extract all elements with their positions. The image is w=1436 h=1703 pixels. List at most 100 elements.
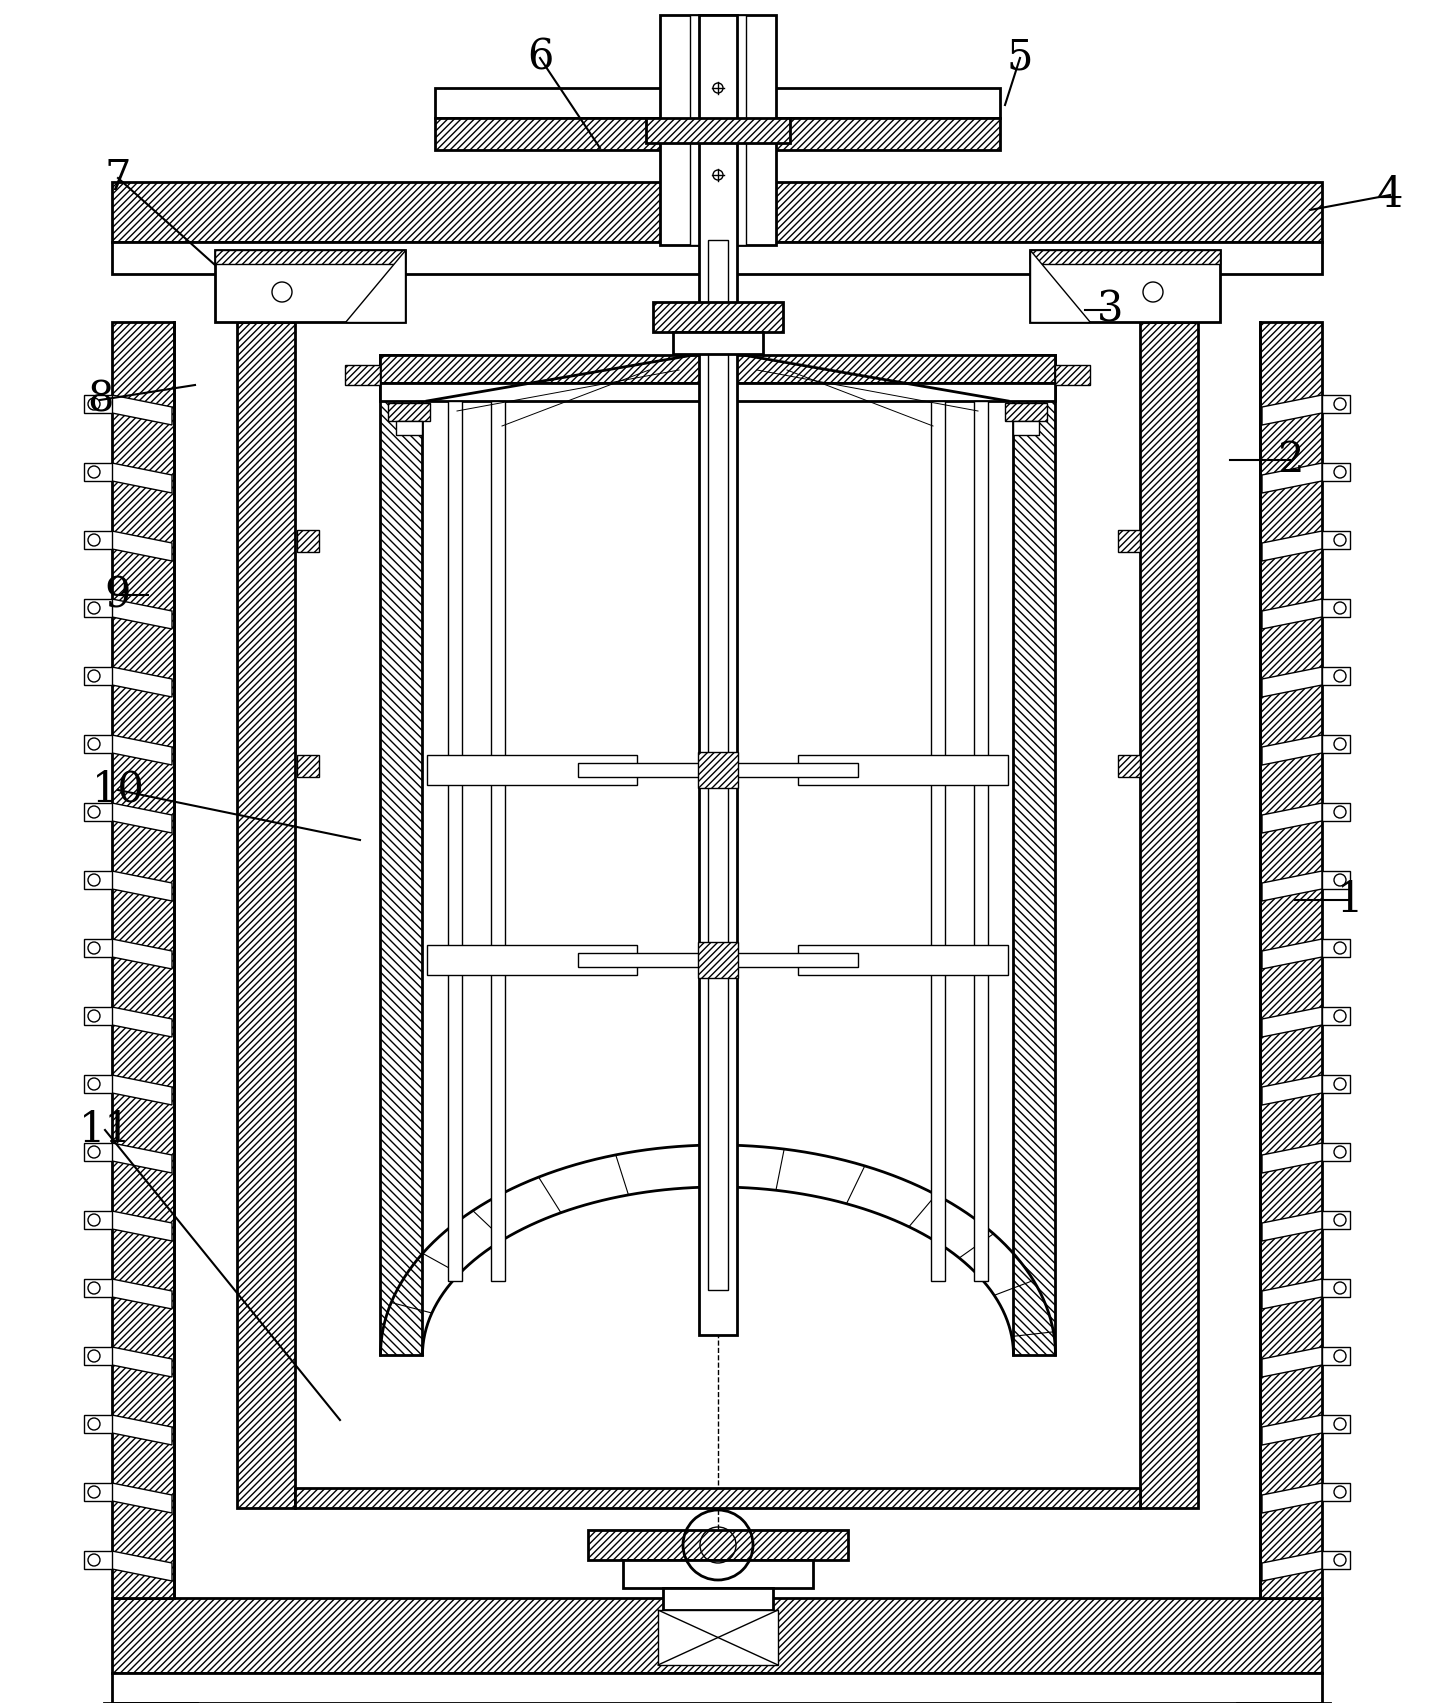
- Bar: [83, 938, 112, 957]
- Polygon shape: [1262, 599, 1323, 628]
- Bar: [83, 1143, 112, 1161]
- Bar: [491, 400, 505, 1281]
- Bar: [579, 954, 857, 967]
- Bar: [83, 668, 112, 685]
- Polygon shape: [112, 938, 172, 969]
- Bar: [646, 118, 790, 143]
- Text: 5: 5: [1007, 37, 1034, 78]
- Bar: [1323, 395, 1350, 414]
- Polygon shape: [1262, 1006, 1323, 1037]
- Bar: [112, 1597, 1323, 1672]
- Bar: [83, 870, 112, 889]
- Bar: [663, 1587, 773, 1609]
- Polygon shape: [1262, 1075, 1323, 1105]
- Bar: [215, 250, 405, 322]
- Bar: [83, 1211, 112, 1230]
- Bar: [83, 804, 112, 821]
- Bar: [83, 531, 112, 548]
- Bar: [388, 404, 429, 421]
- Bar: [83, 1075, 112, 1093]
- Polygon shape: [1030, 250, 1090, 322]
- Bar: [1005, 404, 1047, 421]
- Bar: [974, 400, 988, 1281]
- Polygon shape: [1262, 1211, 1323, 1241]
- Polygon shape: [112, 736, 172, 765]
- Bar: [83, 1415, 112, 1432]
- Polygon shape: [1262, 736, 1323, 765]
- Bar: [83, 1551, 112, 1568]
- Polygon shape: [112, 599, 172, 628]
- Polygon shape: [112, 1551, 172, 1580]
- Polygon shape: [112, 668, 172, 697]
- Polygon shape: [1262, 1279, 1323, 1310]
- Bar: [1323, 1006, 1350, 1025]
- Bar: [83, 1279, 112, 1298]
- Text: 4: 4: [1377, 174, 1403, 216]
- Bar: [1323, 1075, 1350, 1093]
- Bar: [1323, 804, 1350, 821]
- Bar: [83, 736, 112, 753]
- Bar: [1323, 668, 1350, 685]
- Polygon shape: [112, 804, 172, 833]
- Bar: [297, 530, 319, 552]
- Bar: [1323, 1551, 1350, 1568]
- Bar: [112, 1672, 1323, 1703]
- Text: 11: 11: [79, 1109, 131, 1151]
- Polygon shape: [112, 531, 172, 560]
- Bar: [698, 753, 738, 788]
- Bar: [426, 945, 638, 976]
- Bar: [661, 15, 775, 245]
- Bar: [381, 383, 1055, 400]
- Polygon shape: [112, 1075, 172, 1105]
- Polygon shape: [1262, 395, 1323, 426]
- Bar: [1055, 364, 1090, 385]
- Bar: [1323, 736, 1350, 753]
- Text: 8: 8: [86, 380, 113, 421]
- Bar: [435, 118, 999, 150]
- Text: 6: 6: [527, 37, 553, 78]
- Bar: [1323, 1483, 1350, 1500]
- Polygon shape: [112, 1211, 172, 1241]
- Polygon shape: [112, 1143, 172, 1173]
- Bar: [381, 354, 1055, 383]
- Bar: [1030, 250, 1221, 322]
- Text: 2: 2: [1277, 439, 1304, 480]
- Bar: [83, 1006, 112, 1025]
- Polygon shape: [112, 870, 172, 901]
- Bar: [448, 400, 462, 1281]
- Bar: [1323, 870, 1350, 889]
- Bar: [1119, 754, 1140, 777]
- Bar: [691, 15, 745, 245]
- Bar: [931, 400, 945, 1281]
- Bar: [426, 754, 638, 785]
- Bar: [396, 421, 422, 434]
- Polygon shape: [112, 463, 172, 492]
- Polygon shape: [1262, 1483, 1323, 1512]
- Bar: [1323, 463, 1350, 480]
- Bar: [381, 354, 422, 1356]
- Polygon shape: [1262, 938, 1323, 969]
- Bar: [1323, 1143, 1350, 1161]
- Bar: [623, 1560, 813, 1587]
- Bar: [1323, 531, 1350, 548]
- Bar: [1012, 354, 1055, 1356]
- Polygon shape: [1262, 1143, 1323, 1173]
- Bar: [1323, 938, 1350, 957]
- Text: 3: 3: [1097, 290, 1123, 330]
- Text: 10: 10: [92, 770, 145, 811]
- Bar: [708, 240, 728, 1289]
- Text: 9: 9: [105, 574, 131, 616]
- Polygon shape: [1262, 1415, 1323, 1446]
- Bar: [653, 301, 783, 332]
- Bar: [1323, 1415, 1350, 1432]
- Polygon shape: [112, 1279, 172, 1310]
- Bar: [297, 754, 319, 777]
- Polygon shape: [1262, 463, 1323, 492]
- Bar: [237, 322, 294, 1507]
- Bar: [83, 395, 112, 414]
- Bar: [587, 1529, 849, 1560]
- Bar: [83, 599, 112, 616]
- Polygon shape: [1262, 668, 1323, 697]
- Polygon shape: [112, 1483, 172, 1512]
- Bar: [1323, 1211, 1350, 1230]
